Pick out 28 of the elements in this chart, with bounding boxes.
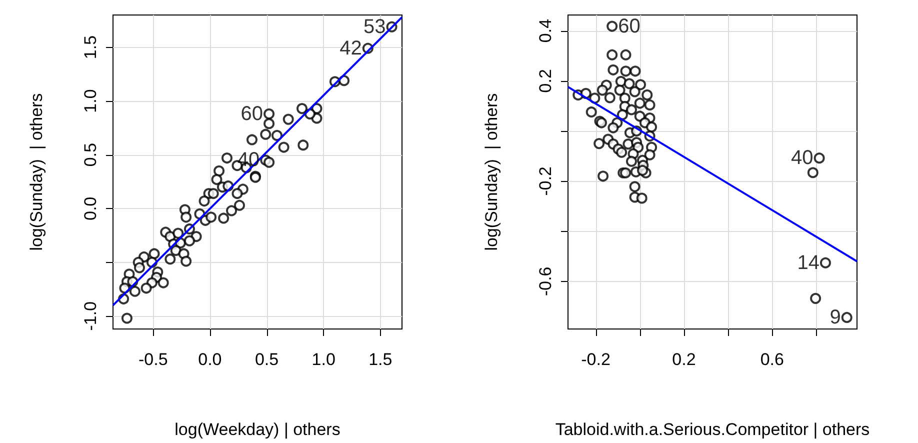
x-tick-label: 0.6 [760, 350, 784, 369]
y-tick-label: 0.4 [536, 18, 555, 43]
x-axis-title: log(Weekday) | others [174, 420, 340, 439]
annotation: 40 [791, 147, 814, 170]
y-tick-label: 1.5 [81, 35, 100, 60]
y-tick-label: -0.2 [536, 166, 555, 196]
annotation: 60 [618, 15, 640, 38]
x-tick-label: 1.5 [368, 350, 392, 369]
annotation: 14 [797, 252, 820, 274]
annotation: 53 [364, 16, 386, 38]
y-tick-label: 1.0 [81, 89, 100, 113]
x-tick-label: 0.0 [198, 350, 222, 369]
y-tick-label: -1.0 [81, 301, 100, 331]
y-tick-label: -0.6 [536, 266, 555, 296]
x-axis-title: Tabloid.with.a.Serious.Competitor | others [555, 420, 870, 439]
x-tick-label: 0.5 [254, 350, 279, 369]
x-tick-label: 1.0 [312, 350, 336, 369]
annotation: 60 [240, 102, 264, 125]
x-tick-label: -0.5 [138, 350, 168, 369]
x-tick-label: 0.2 [672, 350, 696, 369]
y-tick-label: 0.5 [81, 142, 100, 167]
y-axis-title: log(Sunday) | others [482, 93, 501, 251]
y-tick-label: 0.0 [81, 196, 100, 220]
y-axis-title: log(Sunday) | others [27, 93, 46, 251]
annotation: 42 [340, 37, 362, 60]
annotation: 9 [830, 306, 841, 328]
y-tick-label: 0.2 [536, 69, 555, 93]
x-tick-label: -0.2 [581, 350, 610, 369]
